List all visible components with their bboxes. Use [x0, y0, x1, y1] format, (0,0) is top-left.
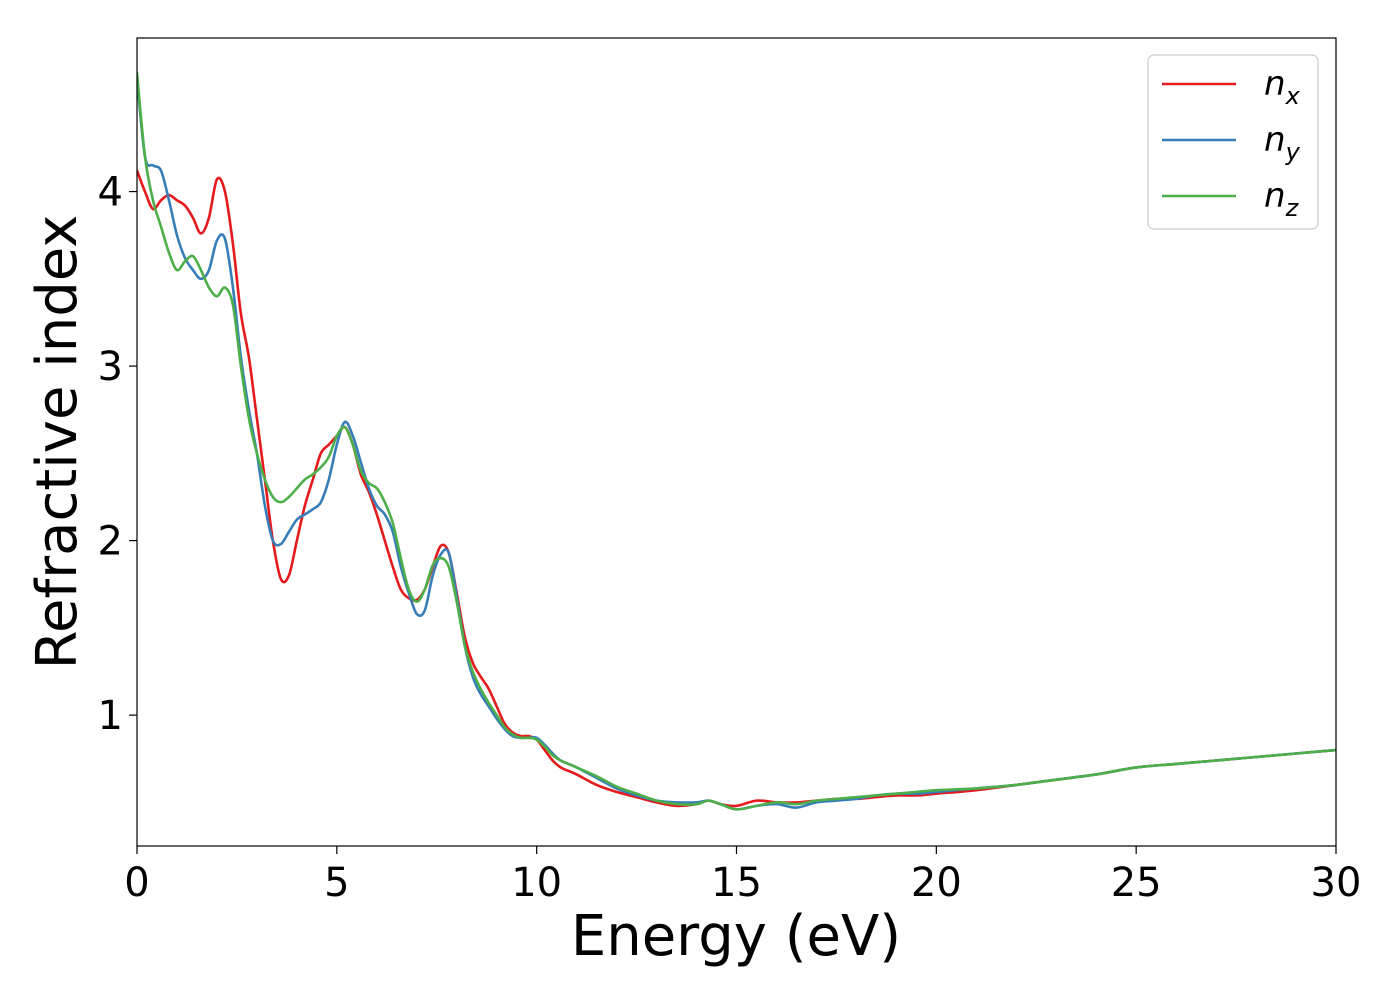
- legend-label-z: nz: [1264, 176, 1300, 222]
- series-line-z: [137, 71, 1336, 811]
- legend-label-subscript: x: [1285, 82, 1301, 110]
- legend-label-base: n: [1264, 176, 1286, 216]
- legend-label-base: n: [1264, 120, 1286, 160]
- series-layer: [137, 71, 1336, 811]
- legend-label-y: ny: [1264, 120, 1301, 166]
- series-line-y: [137, 76, 1336, 811]
- x-tick-label: 20: [911, 860, 962, 906]
- x-tick-label: 10: [511, 860, 562, 906]
- x-axis-title: Energy (eV): [571, 904, 901, 969]
- legend-label-base: n: [1264, 64, 1286, 104]
- y-tick-label: 1: [98, 693, 123, 739]
- legend-label-subscript: z: [1285, 194, 1300, 222]
- y-axis-title: Refractive index: [25, 215, 90, 670]
- legend-box: [1147, 54, 1319, 230]
- legend-label-subscript: y: [1285, 138, 1301, 166]
- legend-label-x: nx: [1264, 64, 1301, 110]
- y-tick-label: 4: [98, 170, 123, 216]
- y-tick-label: 3: [98, 344, 123, 390]
- y-tick-label: 2: [98, 519, 123, 565]
- y-axis: 1 2 3 4: [98, 170, 137, 739]
- x-tick-label: 5: [324, 860, 349, 906]
- x-tick-label: 30: [1311, 860, 1362, 906]
- x-tick-label: 25: [1111, 860, 1162, 906]
- x-axis: 0 5 10 15 20 25 30: [124, 846, 1361, 906]
- x-tick-label: 0: [124, 860, 149, 906]
- x-tick-label: 15: [711, 860, 762, 906]
